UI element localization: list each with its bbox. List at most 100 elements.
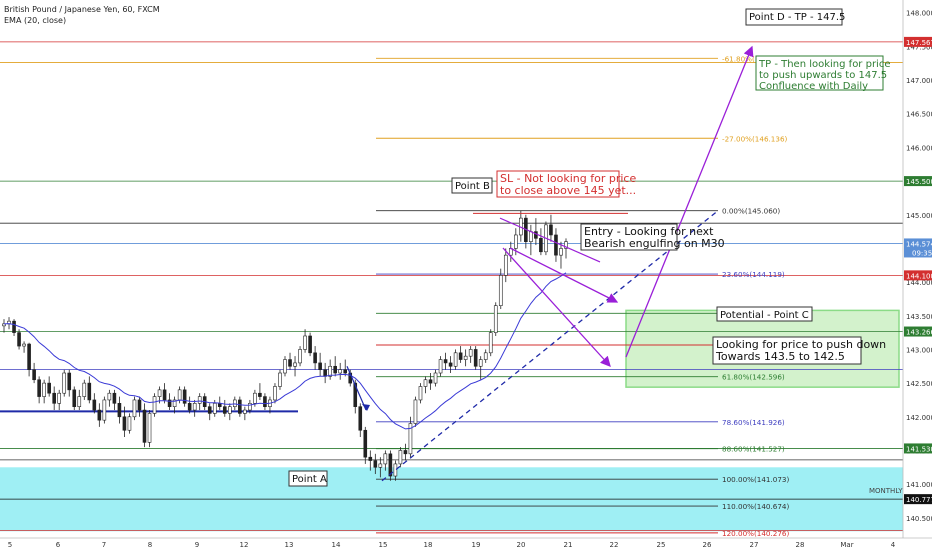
candle-body [147, 413, 152, 443]
point-a-text: Point A [292, 474, 327, 485]
candle-body [328, 365, 332, 377]
candle-body [42, 382, 46, 397]
candle-body [539, 238, 543, 253]
candle-body [107, 392, 112, 401]
tp-note-box [755, 55, 884, 91]
y-tick-label: 146.000 [906, 144, 932, 152]
candle-body [478, 359, 483, 367]
candle-body [258, 392, 262, 397]
x-tick-label: 14 [332, 541, 341, 549]
candle-body [207, 406, 212, 414]
down-arrow-line [346, 366, 367, 411]
candle-body [273, 386, 277, 401]
candle-body [117, 403, 122, 418]
candle-body [458, 352, 463, 360]
candle-body [438, 359, 443, 374]
point-b-box [451, 177, 493, 194]
candle-body [298, 349, 302, 364]
price-tag-label: 141.530 [906, 445, 932, 453]
x-tick-label: 18 [424, 541, 433, 549]
x-tick-label: 25 [657, 541, 666, 549]
push-note-text: Towards 143.5 to 142.5 [715, 350, 845, 363]
candle-body [403, 450, 408, 455]
point-d-text: Point D - TP - 147.5 [749, 12, 845, 23]
candle-body [132, 399, 137, 418]
candle-body [12, 320, 16, 333]
x-tick-label: 26 [703, 541, 712, 549]
x-tick-label: 8 [148, 541, 152, 549]
candle-body [559, 248, 563, 256]
candle-body [503, 254, 508, 276]
candle-body [112, 392, 117, 404]
price-tag [904, 326, 932, 337]
y-tick-label: 146.500 [906, 111, 932, 119]
arrow-to-potential-c [509, 247, 619, 303]
arrow-to-point-d [625, 45, 754, 358]
candle-body [428, 379, 433, 384]
fib-level-label: 110.00%(140.674) [722, 502, 790, 511]
sl-note-text: SL - Not looking for price [500, 172, 636, 185]
chart-legend: British Pound / Japanese Yen, 60, FXCM E… [4, 4, 160, 26]
monthly-label: MONTHLY [869, 487, 903, 495]
candle-body [17, 332, 21, 347]
price-tag-label: 144.574 [906, 240, 932, 248]
x-tick-label: Mar [840, 541, 853, 549]
candle-body [32, 369, 36, 381]
candle-body [308, 335, 312, 354]
price-tag-label: 143.266 [906, 329, 932, 337]
candle-body [293, 362, 297, 367]
candle-body [418, 386, 423, 401]
candle-body [47, 382, 51, 394]
price-tag-label: 144.100 [906, 272, 932, 280]
y-tick-label: 143.000 [906, 346, 932, 354]
candle-body [554, 234, 558, 256]
candle-body [473, 349, 478, 367]
candle-body [408, 423, 413, 455]
price-tag-sublabel: 09:35 [912, 249, 932, 257]
candle-body [67, 372, 72, 391]
push-note-box [712, 336, 862, 365]
candle-body [87, 382, 92, 401]
fib-level-label: 61.80%(142.596) [722, 373, 785, 382]
candle-body [92, 399, 97, 411]
candle-body [529, 231, 533, 242]
candle-body [238, 399, 242, 414]
candle-body [358, 406, 363, 431]
candle-body [243, 409, 247, 414]
candle-body [142, 409, 147, 443]
candle-body [333, 365, 337, 374]
candle-body [137, 399, 142, 411]
candle-body [433, 372, 438, 384]
arrow-segment [499, 217, 601, 263]
candle-body [368, 456, 373, 461]
candle-body [288, 359, 292, 367]
candle-body [534, 231, 538, 239]
candle-body [488, 332, 493, 354]
y-tick-label: 143.500 [906, 313, 932, 321]
candle-body [27, 343, 31, 370]
candle-body [233, 399, 237, 407]
point-a-box [288, 470, 328, 487]
price-tag-label: 147.567 [906, 39, 932, 47]
y-tick-label: 140.500 [906, 515, 932, 523]
price-tag [904, 494, 932, 505]
candle-body [283, 359, 287, 374]
candle-body [182, 389, 187, 404]
candle-body [263, 396, 267, 407]
candle-body [453, 352, 458, 367]
x-tick-label: 5 [8, 541, 12, 549]
candle-body [483, 352, 488, 360]
candle-body [227, 406, 232, 414]
candle-body [22, 343, 26, 347]
candle-body [122, 416, 127, 431]
x-tick-label: 4 [891, 541, 896, 549]
candle-body [177, 389, 182, 401]
candle-body [398, 450, 403, 465]
fib-level-label: -61.80%(147.323) [722, 54, 788, 63]
entry-note-box [580, 223, 678, 251]
fib-level-label: 88.60%(141.527) [722, 445, 785, 454]
instrument-label: British Pound / Japanese Yen, 60, FXCM [4, 5, 160, 14]
candle-body [152, 396, 157, 414]
